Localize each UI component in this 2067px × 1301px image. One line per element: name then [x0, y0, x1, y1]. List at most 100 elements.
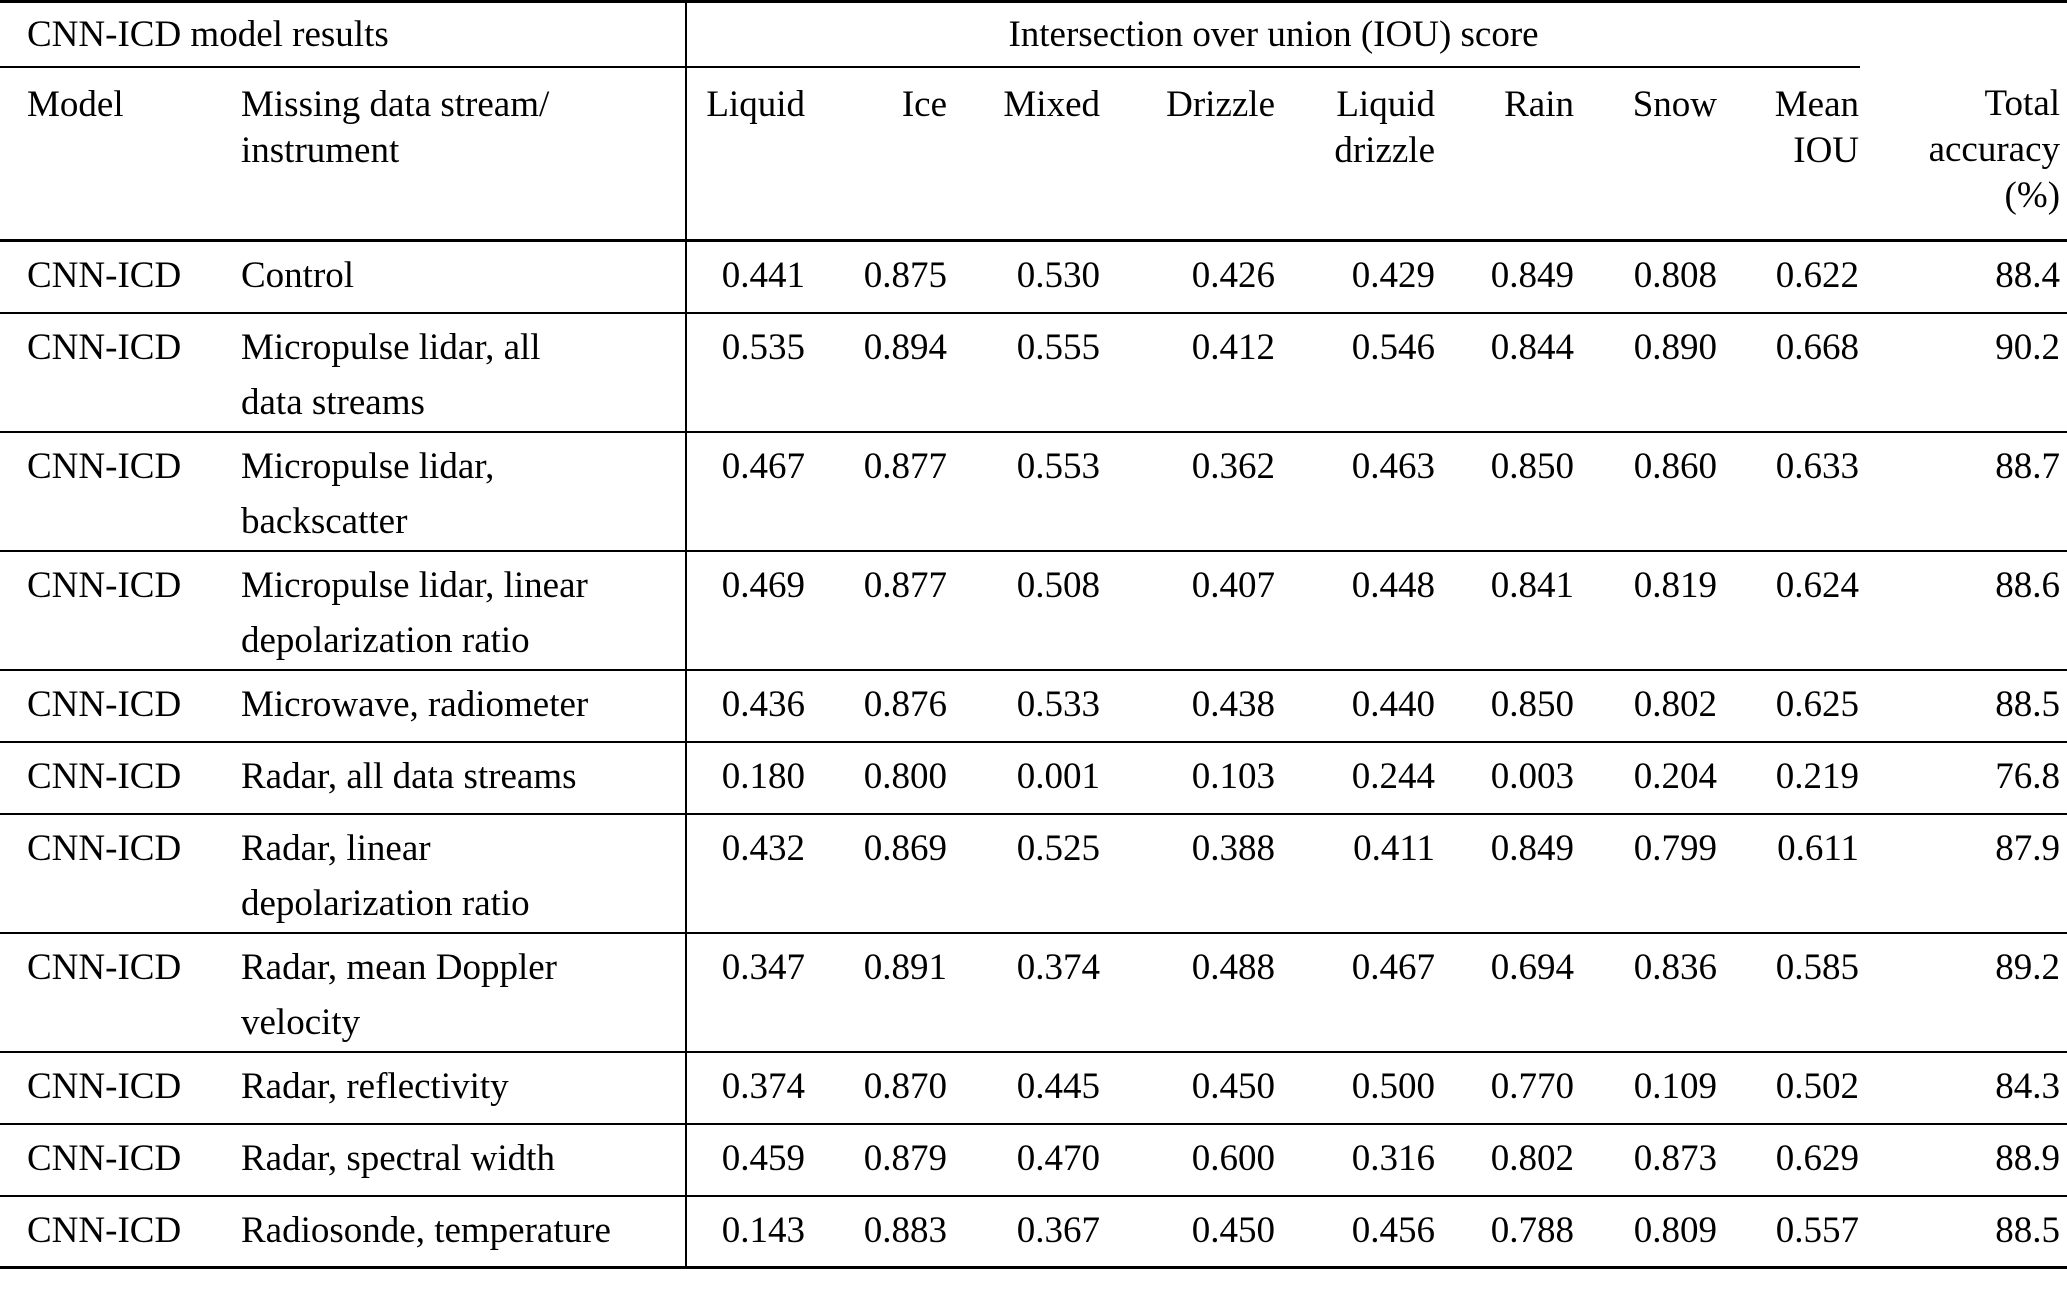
stream-line1: Micropulse lidar, linear: [241, 564, 588, 606]
cell-liquid: 0.432: [685, 813, 806, 934]
cell-model: CNN-ICD: [0, 312, 240, 433]
cell-ice: 0.879: [806, 1123, 948, 1197]
cell-mixed: 0.470: [948, 1123, 1101, 1197]
cell-mean-iou: 0.624: [1718, 550, 1861, 671]
cell-liquid-drizzle: 0.467: [1276, 932, 1436, 1053]
cell-model: CNN-ICD: [0, 550, 240, 671]
table-row: CNN-ICD Radar, spectral width 0.459 0.87…: [0, 1123, 2067, 1197]
cell-total-accuracy: 76.8: [1860, 741, 2067, 815]
col-header-model: Model: [0, 66, 240, 242]
cell-mixed: 0.525: [948, 813, 1101, 934]
cell-missing-stream: Microwave, radiometer: [240, 669, 686, 743]
cell-ice: 0.870: [806, 1051, 948, 1125]
cell-mean-iou: 0.502: [1718, 1051, 1861, 1125]
col-header-total-accuracy-line2: accuracy: [1928, 128, 2061, 170]
header-band-1: CNN-ICD model results Intersection over …: [0, 1, 2067, 68]
cell-drizzle: 0.362: [1101, 431, 1276, 552]
cell-mixed: 0.530: [948, 240, 1101, 314]
cell-missing-stream: Radar, reflectivity: [240, 1051, 686, 1125]
stream-line1: Micropulse lidar, all: [241, 326, 541, 368]
cell-missing-stream: Radar, spectral width: [240, 1123, 686, 1197]
cell-model: CNN-ICD: [0, 741, 240, 815]
col-header-total-accuracy-line1: Total: [1984, 82, 2061, 124]
table-row: CNN-ICD Radar, mean Doppler velocity 0.3…: [0, 932, 2067, 1053]
stream-line1: Radar, spectral width: [241, 1137, 555, 1179]
cell-mean-iou: 0.633: [1718, 431, 1861, 552]
header-band-2: Model Missing data stream/ instrument Li…: [0, 66, 2067, 242]
cell-drizzle: 0.388: [1101, 813, 1276, 934]
table-row: CNN-ICD Micropulse lidar, all data strea…: [0, 312, 2067, 433]
cell-drizzle: 0.600: [1101, 1123, 1276, 1197]
cell-missing-stream: Micropulse lidar, linear depolarization …: [240, 550, 686, 671]
cell-snow: 0.836: [1575, 932, 1718, 1053]
cell-mixed: 0.555: [948, 312, 1101, 433]
stream-line1: Control: [241, 255, 355, 296]
col-header-liquid-drizzle-line2: drizzle: [1334, 129, 1435, 171]
cell-rain: 0.770: [1436, 1051, 1575, 1125]
stream-line2: velocity: [241, 1001, 361, 1043]
cell-rain: 0.844: [1436, 312, 1575, 433]
stream-line1: Radar, all data streams: [241, 755, 577, 797]
stream-line2: depolarization ratio: [241, 619, 530, 661]
stream-line2: depolarization ratio: [241, 882, 530, 924]
cell-liquid-drizzle: 0.546: [1276, 312, 1436, 433]
cell-mixed: 0.001: [948, 741, 1101, 815]
table-title: CNN-ICD model results: [0, 1, 686, 68]
cell-drizzle: 0.103: [1101, 741, 1276, 815]
cell-mean-iou: 0.585: [1718, 932, 1861, 1053]
col-header-mean-iou-line1: Mean: [1774, 83, 1860, 125]
cell-model: CNN-ICD: [0, 669, 240, 743]
cell-snow: 0.890: [1575, 312, 1718, 433]
col-header-liquid-drizzle-line1: Liquid: [1336, 83, 1435, 125]
cell-drizzle: 0.407: [1101, 550, 1276, 671]
cell-mean-iou: 0.668: [1718, 312, 1861, 433]
cell-total-accuracy: 89.2: [1860, 932, 2067, 1053]
cell-missing-stream: Radar, mean Doppler velocity: [240, 932, 686, 1053]
cell-mean-iou: 0.611: [1718, 813, 1861, 934]
cell-drizzle: 0.450: [1101, 1195, 1276, 1269]
cell-liquid-drizzle: 0.456: [1276, 1195, 1436, 1269]
cell-mean-iou: 0.557: [1718, 1195, 1861, 1269]
col-header-liquid-drizzle: Liquid drizzle: [1276, 66, 1436, 242]
cell-liquid-drizzle: 0.316: [1276, 1123, 1436, 1197]
cell-total-accuracy: 90.2: [1860, 312, 2067, 433]
cell-model: CNN-ICD: [0, 431, 240, 552]
table-row: CNN-ICD Radar, linear depolarization rat…: [0, 813, 2067, 934]
cell-liquid: 0.347: [685, 932, 806, 1053]
cell-liquid: 0.535: [685, 312, 806, 433]
table-row: CNN-ICD Micropulse lidar, backscatter 0.…: [0, 431, 2067, 552]
cell-drizzle: 0.450: [1101, 1051, 1276, 1125]
cell-liquid-drizzle: 0.411: [1276, 813, 1436, 934]
table-row: CNN-ICD Radar, all data streams 0.180 0.…: [0, 741, 2067, 815]
col-header-mean-iou: Mean IOU: [1718, 66, 1861, 242]
cell-rain: 0.788: [1436, 1195, 1575, 1269]
cell-mixed: 0.553: [948, 431, 1101, 552]
cell-liquid: 0.441: [685, 240, 806, 314]
cell-rain: 0.849: [1436, 813, 1575, 934]
col-header-rain: Rain: [1436, 66, 1575, 242]
cell-model: CNN-ICD: [0, 240, 240, 314]
cell-mixed: 0.508: [948, 550, 1101, 671]
cell-ice: 0.800: [806, 741, 948, 815]
cell-snow: 0.873: [1575, 1123, 1718, 1197]
cell-liquid: 0.436: [685, 669, 806, 743]
cell-mean-iou: 0.219: [1718, 741, 1861, 815]
stream-line1: Radar, reflectivity: [241, 1065, 509, 1107]
cell-liquid: 0.467: [685, 431, 806, 552]
cell-liquid-drizzle: 0.448: [1276, 550, 1436, 671]
stream-line1: Radar, linear: [241, 827, 431, 869]
cell-model: CNN-ICD: [0, 932, 240, 1053]
cell-liquid: 0.469: [685, 550, 806, 671]
table-row: CNN-ICD Microwave, radiometer 0.436 0.87…: [0, 669, 2067, 743]
stream-line1: Microwave, radiometer: [241, 683, 589, 725]
cell-mean-iou: 0.622: [1718, 240, 1861, 314]
col-header-liquid: Liquid: [685, 66, 806, 242]
cell-rain: 0.841: [1436, 550, 1575, 671]
cell-ice: 0.876: [806, 669, 948, 743]
table-row: CNN-ICD Micropulse lidar, linear depolar…: [0, 550, 2067, 671]
cell-snow: 0.799: [1575, 813, 1718, 934]
cell-rain: 0.850: [1436, 431, 1575, 552]
cell-model: CNN-ICD: [0, 1051, 240, 1125]
cell-model: CNN-ICD: [0, 1195, 240, 1269]
cell-snow: 0.109: [1575, 1051, 1718, 1125]
